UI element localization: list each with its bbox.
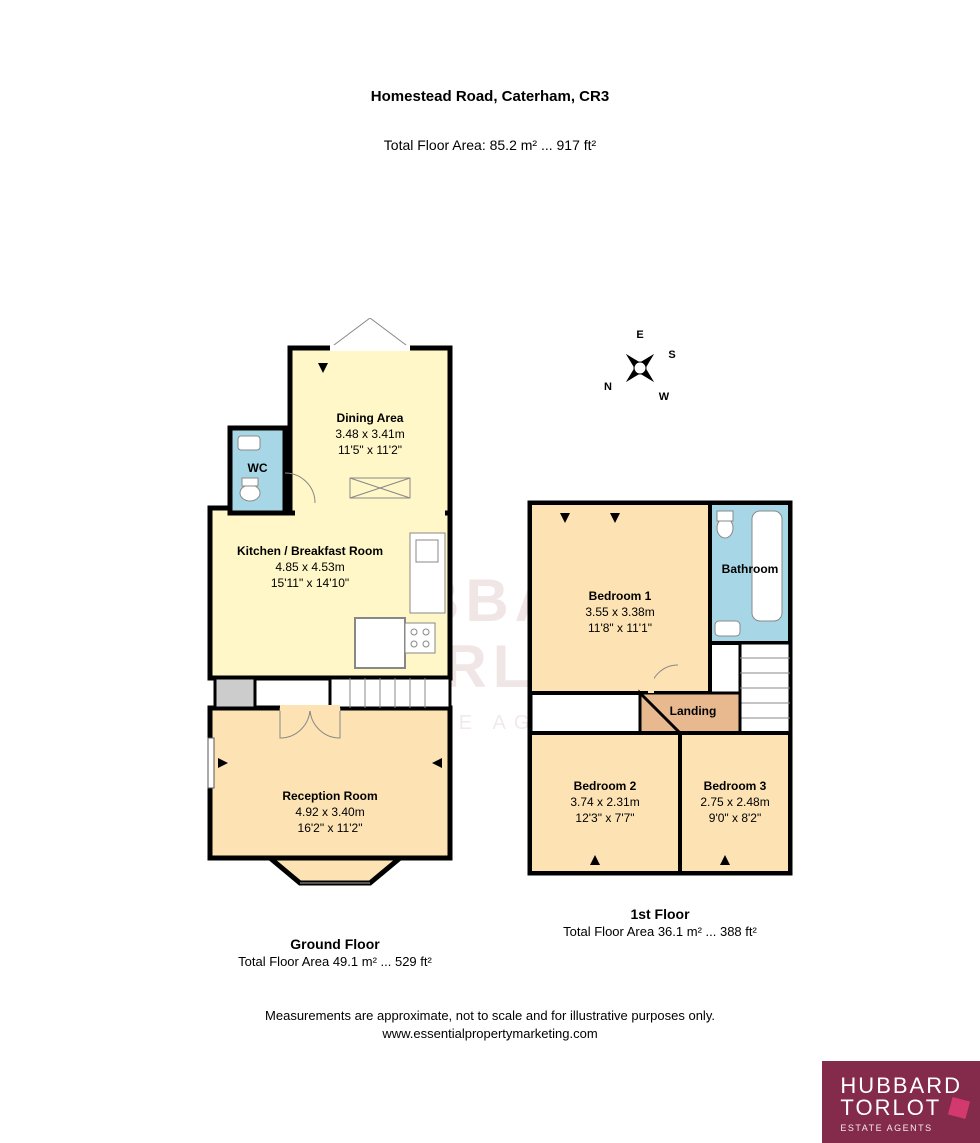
agent-logo: HUBBARD TORLOT ESTATE AGENTS	[822, 1061, 980, 1143]
page-title: Homestead Road, Caterham, CR3	[0, 88, 980, 105]
ground-floor-area: Total Floor Area 49.1 m² ... 529 ft²	[200, 954, 470, 969]
footer: Measurements are approximate, not to sca…	[0, 1007, 980, 1043]
disclaimer: Measurements are approximate, not to sca…	[0, 1007, 980, 1025]
first-floor-title: 1st Floor	[520, 906, 800, 922]
floorplans: E S W N	[0, 318, 980, 938]
first-floor: Bedroom 1 3.55 x 3.38m 11'8" x 11'1" Bat…	[520, 493, 800, 883]
compass-s: S	[668, 349, 675, 361]
compass-icon: E S W N	[600, 328, 680, 413]
compass-e: E	[636, 329, 643, 341]
header: Homestead Road, Caterham, CR3 Total Floo…	[0, 88, 980, 153]
bathroom-label: Bathroom	[710, 561, 790, 577]
first-floor-area: Total Floor Area 36.1 m² ... 388 ft²	[520, 924, 800, 939]
wc-label: WC	[230, 460, 285, 476]
bed1-label: Bedroom 1 3.55 x 3.38m 11'8" x 11'1"	[530, 588, 710, 637]
bed2-label: Bedroom 2 3.74 x 2.31m 12'3" x 7'7"	[530, 778, 680, 827]
compass-w: W	[659, 391, 670, 403]
reception-label: Reception Room 4.92 x 3.40m 16'2" x 11'2…	[210, 788, 450, 837]
bed3-label: Bedroom 3 2.75 x 2.48m 9'0" x 8'2"	[680, 778, 790, 827]
dining-label: Dining Area 3.48 x 3.41m 11'5" x 11'2"	[295, 410, 445, 459]
kitchen-label: Kitchen / Breakfast Room 4.85 x 4.53m 15…	[210, 543, 410, 592]
compass-n: N	[604, 381, 612, 393]
logo-line1: HUBBARD	[840, 1075, 962, 1097]
logo-tag: ESTATE AGENTS	[840, 1123, 962, 1133]
website: www.essentialpropertymarketing.com	[0, 1025, 980, 1043]
ground-floor-title: Ground Floor	[200, 936, 470, 952]
ground-floor: Dining Area 3.48 x 3.41m 11'5" x 11'2" W…	[200, 318, 470, 903]
logo-line2: TORLOT	[840, 1097, 962, 1119]
total-area: Total Floor Area: 85.2 m² ... 917 ft²	[0, 137, 980, 153]
landing-label: Landing	[648, 703, 738, 719]
